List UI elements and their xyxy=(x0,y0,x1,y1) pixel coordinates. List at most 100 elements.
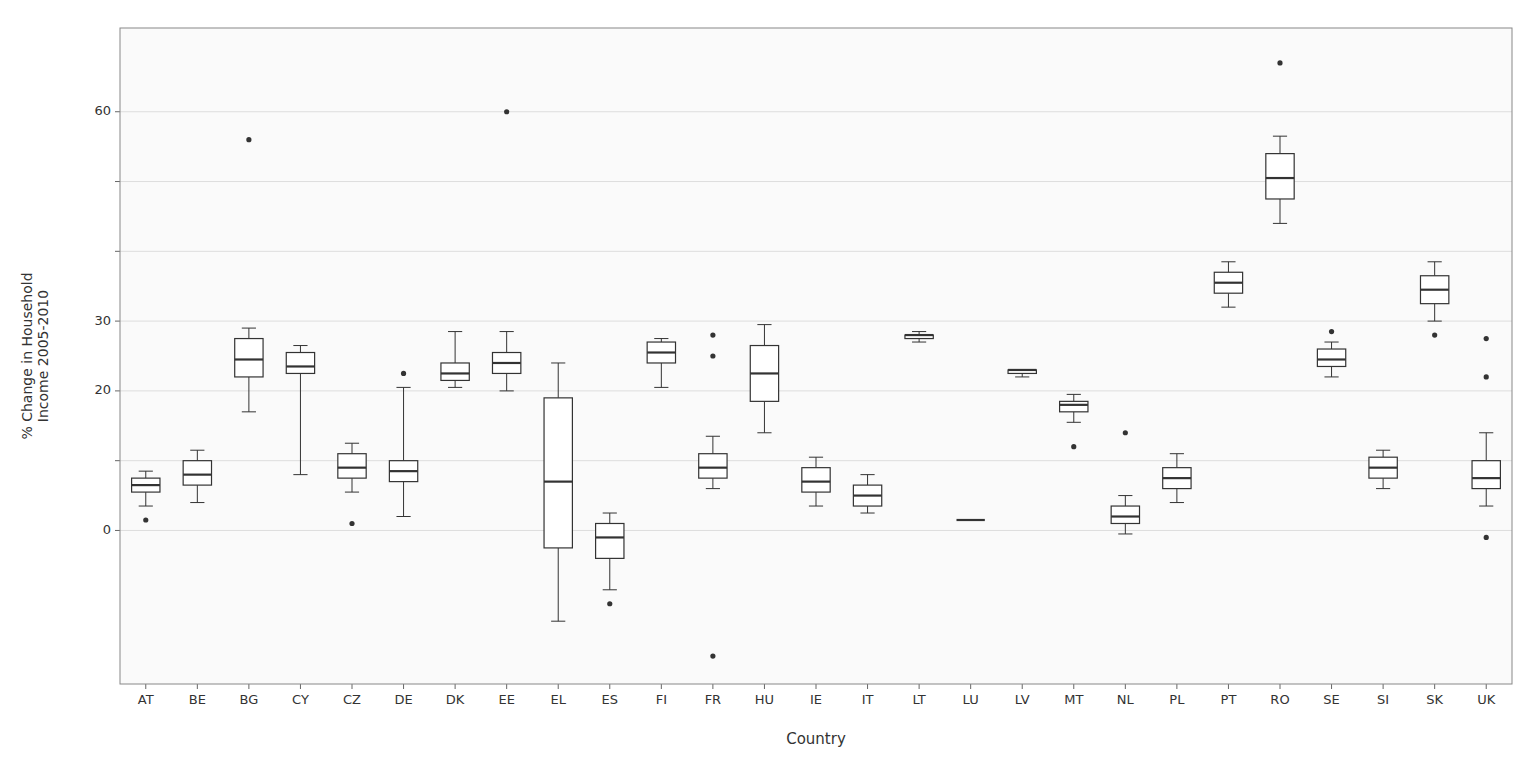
flier xyxy=(1484,336,1489,341)
x-tick-label: DK xyxy=(446,692,465,707)
box xyxy=(1214,272,1242,293)
median xyxy=(956,519,984,521)
box-group xyxy=(286,346,314,475)
box xyxy=(1163,468,1191,489)
upper-whisker xyxy=(1383,450,1384,457)
flier xyxy=(710,353,715,358)
x-tick-label: ES xyxy=(602,692,618,707)
chart-container: 0203060ATBEBGCYCZDEDKEEELESFIFRHUIEITLTL… xyxy=(0,0,1536,768)
lower-whisker xyxy=(558,548,559,621)
lower-whisker xyxy=(609,558,610,589)
y-tick xyxy=(115,460,120,461)
y-tick xyxy=(115,181,120,182)
x-tick-label: EE xyxy=(498,692,514,707)
lower-cap xyxy=(912,342,926,343)
lower-cap xyxy=(1015,376,1029,377)
y-tick-label: 0 xyxy=(103,522,111,537)
lower-whisker xyxy=(764,401,765,432)
y-tick xyxy=(115,530,120,531)
x-tick-label: BE xyxy=(189,692,206,707)
lower-whisker xyxy=(1331,366,1332,376)
median xyxy=(441,372,469,374)
upper-cap xyxy=(706,436,720,437)
lower-whisker xyxy=(197,485,198,502)
plot-frame xyxy=(120,28,1512,684)
x-tick-label: BG xyxy=(240,692,259,707)
lower-cap xyxy=(706,488,720,489)
chart-svg: 0203060ATBEBGCYCZDEDKEEELESFIFRHUIEITLTL… xyxy=(0,0,1536,768)
lower-cap xyxy=(809,506,823,507)
upper-cap xyxy=(654,338,668,339)
box xyxy=(802,468,830,492)
x-tick xyxy=(712,684,713,689)
x-tick xyxy=(300,684,301,689)
x-tick-label: RO xyxy=(1270,692,1289,707)
upper-cap xyxy=(912,331,926,332)
median xyxy=(1008,369,1036,371)
x-tick-label: FI xyxy=(656,692,667,707)
lower-whisker xyxy=(867,506,868,513)
x-tick-label: FR xyxy=(705,692,722,707)
box-group xyxy=(1111,430,1139,534)
x-tick-label: PL xyxy=(1169,692,1185,707)
box xyxy=(1369,457,1397,478)
median xyxy=(544,481,572,483)
upper-whisker xyxy=(455,332,456,363)
box-group xyxy=(1163,454,1191,503)
x-tick xyxy=(558,684,559,689)
y-tick-label: 30 xyxy=(94,313,111,328)
upper-whisker xyxy=(816,457,817,467)
lower-whisker xyxy=(816,492,817,506)
upper-whisker xyxy=(609,513,610,523)
median xyxy=(235,358,263,360)
x-tick xyxy=(867,684,868,689)
upper-cap xyxy=(500,331,514,332)
x-tick-label: IT xyxy=(862,692,874,707)
box xyxy=(235,339,263,377)
median xyxy=(1163,477,1191,479)
x-tick xyxy=(455,684,456,689)
median xyxy=(1214,282,1242,284)
median xyxy=(802,481,830,483)
flier xyxy=(246,137,251,142)
box-group xyxy=(1214,262,1242,307)
lower-cap xyxy=(396,516,410,517)
upper-cap xyxy=(809,457,823,458)
upper-whisker xyxy=(248,328,249,338)
plot-background xyxy=(120,28,1512,684)
y-tick xyxy=(115,390,120,391)
upper-cap xyxy=(293,345,307,346)
x-tick-label: IE xyxy=(810,692,822,707)
median xyxy=(905,334,933,336)
upper-cap xyxy=(1067,394,1081,395)
x-tick-label: DE xyxy=(394,692,412,707)
box xyxy=(1266,154,1294,199)
upper-whisker xyxy=(1176,454,1177,468)
x-tick xyxy=(1176,684,1177,689)
grid-line xyxy=(120,181,1512,182)
upper-whisker xyxy=(403,387,404,460)
upper-whisker xyxy=(197,450,198,460)
flier xyxy=(143,517,148,522)
median xyxy=(183,474,211,476)
lower-whisker xyxy=(145,492,146,506)
lower-whisker xyxy=(248,377,249,412)
upper-whisker xyxy=(1434,262,1435,276)
lower-whisker xyxy=(352,478,353,492)
lower-cap xyxy=(1479,506,1493,507)
x-tick xyxy=(1383,684,1384,689)
lower-cap xyxy=(1170,502,1184,503)
median xyxy=(853,494,881,496)
lower-whisker xyxy=(1434,304,1435,321)
x-tick xyxy=(403,684,404,689)
lower-cap xyxy=(448,387,462,388)
flier xyxy=(1484,535,1489,540)
x-tick-label: SE xyxy=(1323,692,1339,707)
lower-whisker xyxy=(1073,412,1074,422)
y-tick xyxy=(115,251,120,252)
lower-whisker xyxy=(661,363,662,387)
box-group xyxy=(905,332,933,342)
y-tick-labels: 0203060 xyxy=(94,103,120,537)
lower-whisker xyxy=(712,478,713,488)
x-tick xyxy=(1022,684,1023,689)
